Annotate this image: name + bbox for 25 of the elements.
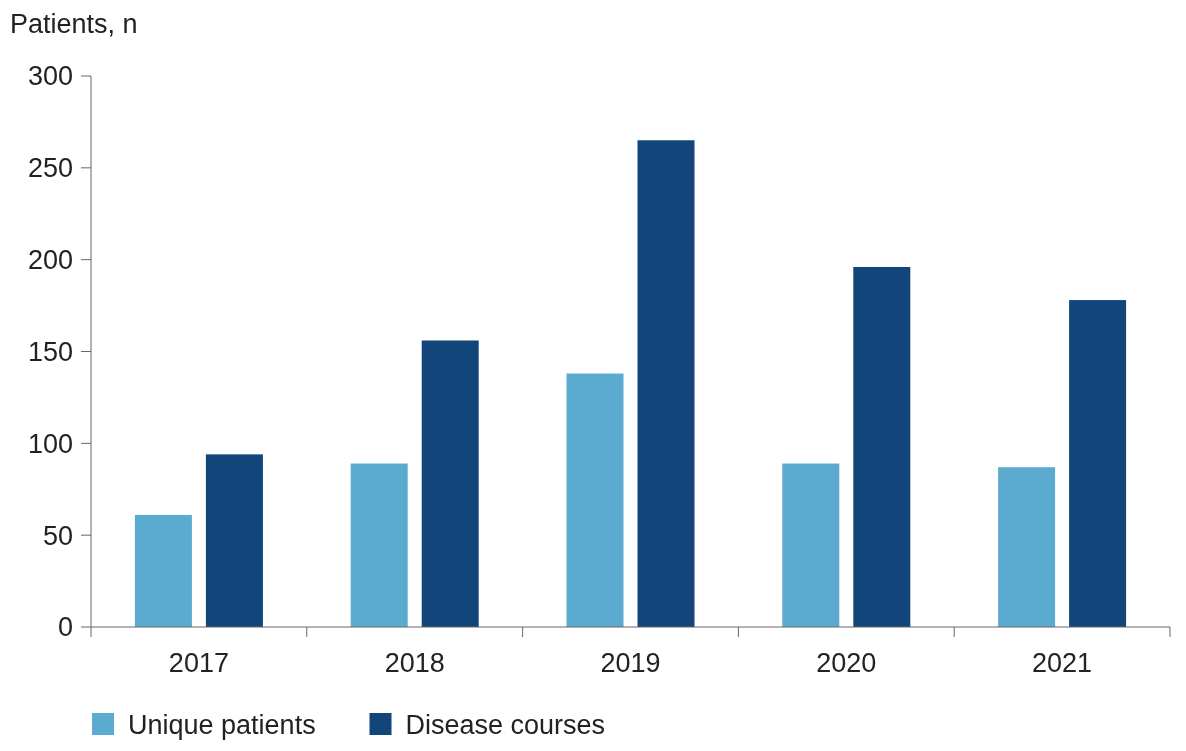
y-tick-label: 200 — [27, 245, 73, 276]
bar — [1069, 300, 1127, 627]
bar — [350, 463, 408, 627]
legend-label: Disease courses — [405, 710, 606, 740]
x-tick-label: 2020 — [816, 648, 877, 678]
y-tick-label: 150 — [27, 336, 73, 367]
y-tick-label: 250 — [27, 153, 73, 184]
y-axis-title: Patients, n — [10, 9, 138, 39]
x-tick-label: 2018 — [384, 648, 445, 678]
bar — [205, 454, 263, 627]
x-tick-label: 2019 — [600, 648, 661, 678]
bar — [853, 267, 911, 627]
x-tick-label: 2017 — [168, 648, 229, 678]
bar — [566, 373, 624, 627]
bar — [782, 463, 840, 627]
bar — [637, 140, 695, 627]
y-tick-label: 300 — [27, 61, 73, 92]
y-tick-label: 100 — [27, 428, 73, 459]
x-tick-label: 2021 — [1032, 648, 1093, 678]
y-tick-label: 0 — [57, 612, 73, 643]
legend-label: Unique patients — [128, 710, 316, 740]
bar — [134, 514, 192, 627]
bar — [998, 467, 1056, 627]
bar — [421, 340, 479, 627]
y-tick-label: 50 — [42, 520, 73, 551]
